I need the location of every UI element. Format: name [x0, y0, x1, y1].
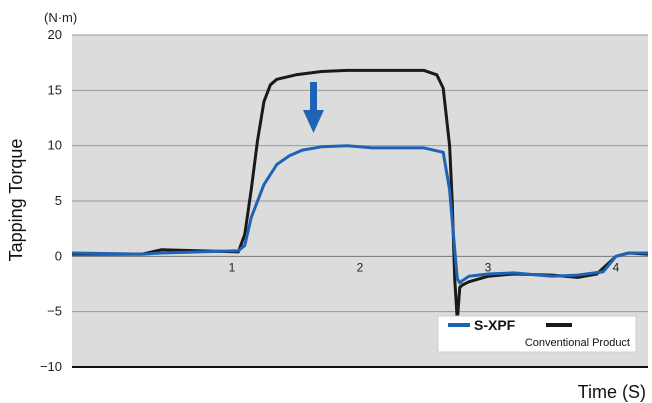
legend-box [437, 315, 637, 353]
y-tick-label: 5 [55, 193, 62, 208]
series-line-s-xpf [71, 144, 648, 285]
x-tick-label: 4 [613, 260, 620, 274]
legend: S-XPF Conventional Product [437, 315, 637, 353]
y-tick-label: 10 [48, 138, 62, 153]
y-unit-label: (N·m) [44, 10, 77, 25]
y-tick-label: −5 [47, 304, 62, 319]
x-tick-labels: 1 2 3 4 [229, 260, 620, 274]
y-axis-title: Tapping Torque [6, 139, 26, 262]
x-axis-title: Time (S) [578, 382, 646, 402]
x-tick-label: 1 [229, 260, 236, 274]
arrow-head [303, 110, 324, 133]
y-tick-label: 0 [55, 248, 62, 263]
series-lines [71, 68, 649, 322]
legend-label-conventional: Conventional Product [525, 337, 630, 349]
y-tick-label: 20 [48, 27, 62, 42]
y-tick-labels: 20 15 10 5 0 −5 −10 [40, 27, 62, 374]
x-tick-label: 2 [357, 260, 364, 274]
x-tick-label: 3 [485, 260, 492, 274]
y-tick-label: −10 [40, 359, 62, 374]
down-arrow-annotation [303, 82, 324, 133]
legend-label-s-xpf: S-XPF [474, 317, 516, 333]
y-tick-label: 15 [48, 82, 62, 97]
arrow-shaft [310, 82, 317, 112]
